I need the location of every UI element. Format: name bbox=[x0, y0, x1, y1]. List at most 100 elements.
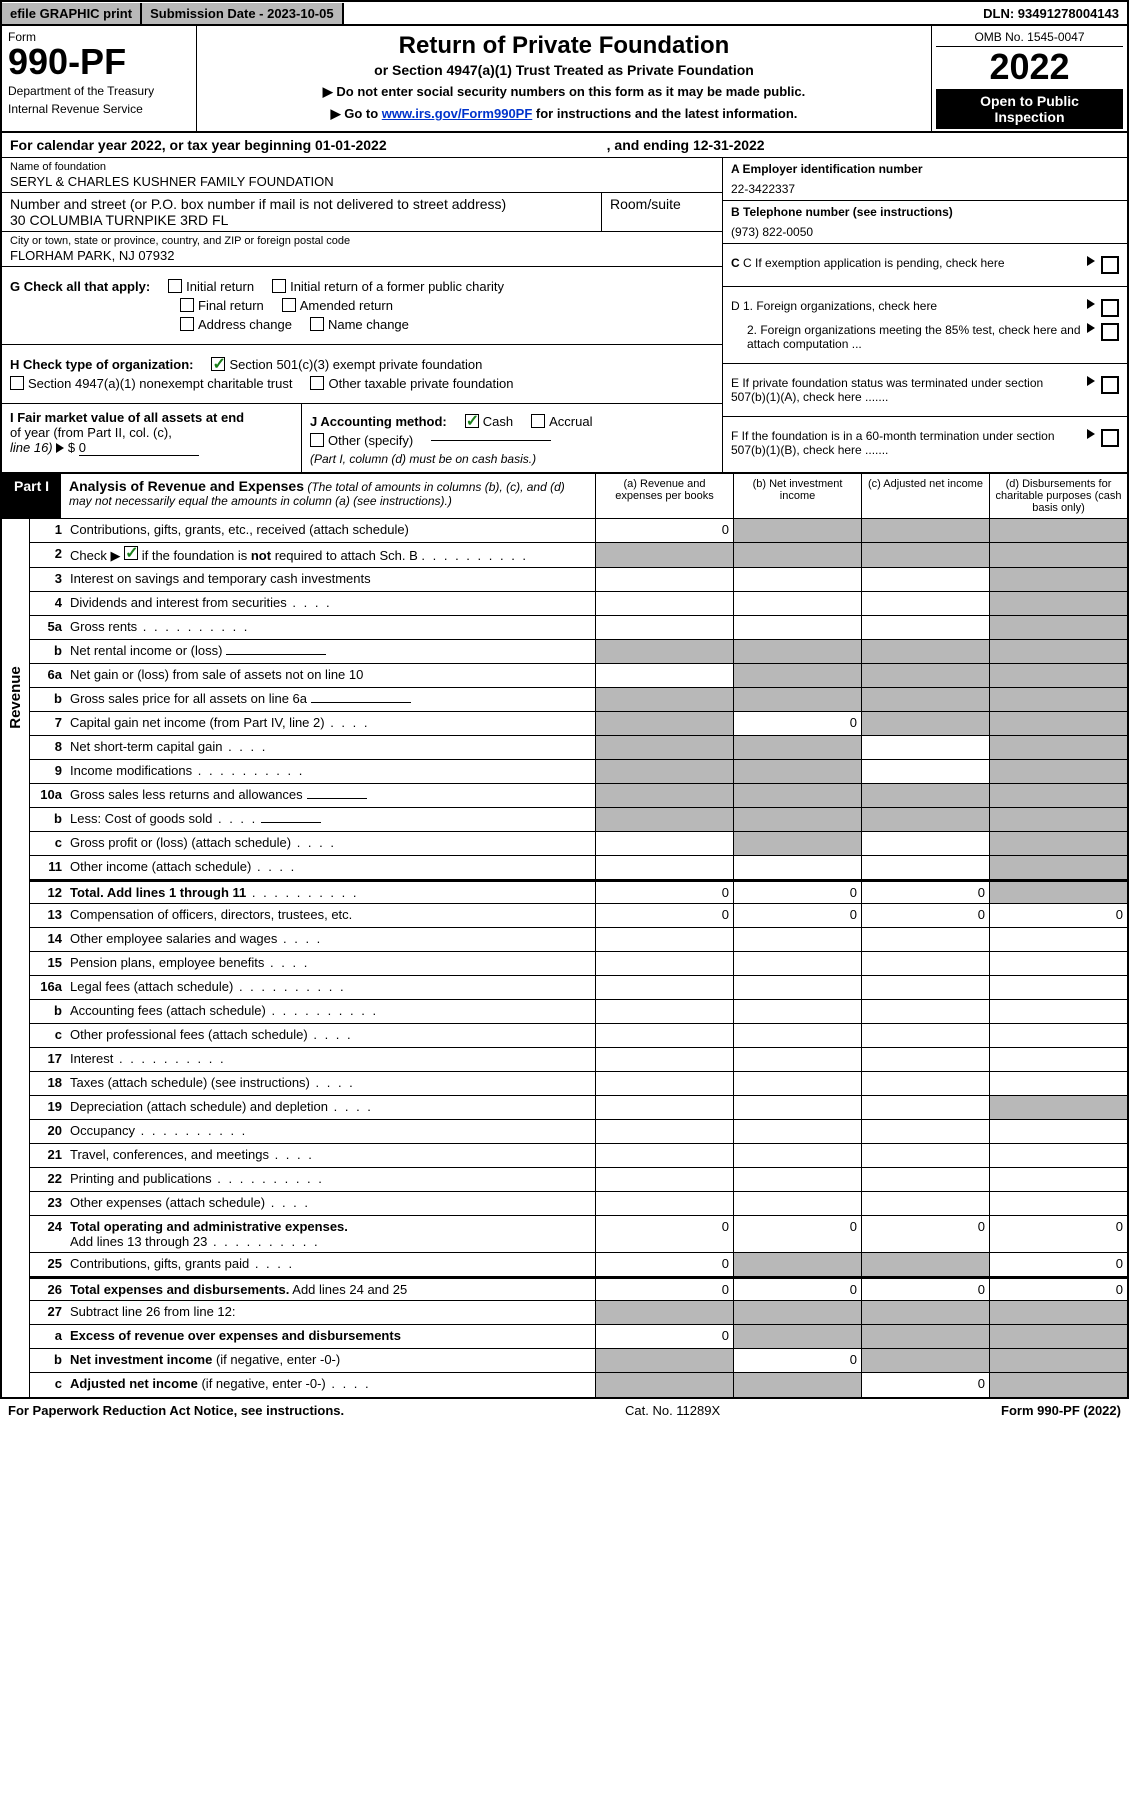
cb-initial-former[interactable]: Initial return of a former public charit… bbox=[272, 279, 504, 294]
part1-label: Part I bbox=[2, 474, 61, 518]
r13-a: 0 bbox=[595, 904, 733, 927]
row-8: 8Net short-term capital gain bbox=[30, 736, 1127, 760]
r1-desc: Contributions, gifts, grants, etc., rece… bbox=[66, 519, 595, 542]
arrow-icon bbox=[1087, 376, 1095, 386]
entity-left: Name of foundation SERYL & CHARLES KUSHN… bbox=[2, 158, 722, 472]
opex-label: Operating and Administrative Expenses bbox=[0, 1005, 2, 1289]
irs-link[interactable]: www.irs.gov/Form990PF bbox=[382, 106, 533, 121]
cb-cash[interactable]: Cash bbox=[465, 414, 513, 429]
r10b-desc: Less: Cost of goods sold bbox=[66, 808, 595, 831]
r5b-desc: Net rental income or (loss) bbox=[66, 640, 595, 663]
cb-amended-return[interactable]: Amended return bbox=[282, 298, 393, 313]
row-1: 1Contributions, gifts, grants, etc., rec… bbox=[30, 519, 1127, 543]
open-line1: Open to Public bbox=[938, 93, 1121, 109]
row-21: 21Travel, conferences, and meetings bbox=[30, 1144, 1127, 1168]
form-instr-2: ▶ Go to www.irs.gov/Form990PF for instru… bbox=[205, 106, 923, 122]
r27b-b: 0 bbox=[733, 1349, 861, 1372]
cb-foreign-85[interactable] bbox=[1101, 323, 1119, 341]
row-16a: 16aLegal fees (attach schedule) bbox=[30, 976, 1127, 1000]
r13-d: 0 bbox=[989, 904, 1127, 927]
revenue-label: Revenue bbox=[7, 666, 24, 729]
instr2-pre: ▶ Go to bbox=[331, 106, 382, 121]
cb-other-method[interactable]: Other (specify) bbox=[310, 433, 413, 448]
c-row: C C If exemption application is pending,… bbox=[731, 256, 1119, 274]
row-27a: aExcess of revenue over expenses and dis… bbox=[30, 1325, 1127, 1349]
j-note: (Part I, column (d) must be on cash basi… bbox=[310, 452, 714, 466]
part1-header: Part I Analysis of Revenue and Expenses … bbox=[0, 474, 1129, 519]
cb-60-month[interactable] bbox=[1101, 429, 1119, 447]
row-6b: bGross sales price for all assets on lin… bbox=[30, 688, 1127, 712]
other-specify-field[interactable] bbox=[431, 440, 551, 441]
e-label: E If private foundation status was termi… bbox=[731, 376, 1081, 404]
row-6a: 6aNet gain or (loss) from sale of assets… bbox=[30, 664, 1127, 688]
r24-d: 0 bbox=[989, 1216, 1127, 1252]
r23-desc: Other expenses (attach schedule) bbox=[66, 1192, 595, 1215]
cb-sch-b[interactable] bbox=[124, 546, 138, 560]
r25-desc: Contributions, gifts, grants paid bbox=[66, 1253, 595, 1276]
g1-label: Initial return bbox=[186, 279, 254, 294]
r27c-desc: Adjusted net income (if negative, enter … bbox=[66, 1373, 595, 1397]
r6a-desc: Net gain or (loss) from sale of assets n… bbox=[66, 664, 595, 687]
cb-initial-return[interactable]: Initial return bbox=[168, 279, 254, 294]
row-5b: bNet rental income or (loss) bbox=[30, 640, 1127, 664]
cb-status-terminated[interactable] bbox=[1101, 376, 1119, 394]
efile-label: efile GRAPHIC print bbox=[2, 3, 142, 24]
j1-label: Cash bbox=[483, 414, 513, 429]
r27c-c: 0 bbox=[861, 1373, 989, 1397]
r1-a: 0 bbox=[595, 519, 733, 542]
part1-desc: Analysis of Revenue and Expenses (The to… bbox=[61, 474, 595, 518]
row-5a: 5aGross rents bbox=[30, 616, 1127, 640]
r26-desc: Total expenses and disbursements. Add li… bbox=[66, 1279, 595, 1300]
cb-exemption-pending[interactable] bbox=[1101, 256, 1119, 274]
row-10a: 10aGross sales less returns and allowanc… bbox=[30, 784, 1127, 808]
right-checks: C C If exemption application is pending,… bbox=[723, 244, 1127, 287]
r26-c: 0 bbox=[861, 1279, 989, 1300]
row-27: 27Subtract line 26 from line 12: bbox=[30, 1301, 1127, 1325]
g4-label: Amended return bbox=[300, 298, 393, 313]
cb-name-change[interactable]: Name change bbox=[310, 317, 409, 332]
e-block: E If private foundation status was termi… bbox=[723, 364, 1127, 417]
form-title-block: Return of Private Foundation or Section … bbox=[197, 26, 932, 131]
r2-desc: Check ▶ if the foundation is not require… bbox=[66, 543, 595, 567]
ij-row: I Fair market value of all assets at end… bbox=[2, 404, 722, 472]
arrow-icon bbox=[1087, 323, 1095, 333]
addr-label: Number and street (or P.O. box number if… bbox=[10, 196, 593, 212]
r12-desc: Total. Add lines 1 through 11 bbox=[66, 882, 595, 903]
cb-4947a1[interactable]: Section 4947(a)(1) nonexempt charitable … bbox=[10, 376, 292, 391]
j-label: J Accounting method: bbox=[310, 414, 447, 429]
column-headers: (a) Revenue and expenses per books (b) N… bbox=[595, 474, 1127, 518]
footer-left: For Paperwork Reduction Act Notice, see … bbox=[8, 1403, 344, 1418]
ein-value: 22-3422337 bbox=[731, 182, 1119, 196]
address-cell: Number and street (or P.O. box number if… bbox=[2, 193, 602, 231]
row-3: 3Interest on savings and temporary cash … bbox=[30, 568, 1127, 592]
g2-label: Initial return of a former public charit… bbox=[290, 279, 504, 294]
r7-b: 0 bbox=[733, 712, 861, 735]
cb-other-taxable[interactable]: Other taxable private foundation bbox=[310, 376, 513, 391]
room-label: Room/suite bbox=[610, 196, 714, 212]
r13-c: 0 bbox=[861, 904, 989, 927]
name-label: Name of foundation bbox=[10, 161, 714, 173]
cb-501c3[interactable]: Section 501(c)(3) exempt private foundat… bbox=[211, 357, 482, 372]
r26-d: 0 bbox=[989, 1279, 1127, 1300]
g3-label: Final return bbox=[198, 298, 264, 313]
entity-right: A Employer identification number 22-3422… bbox=[722, 158, 1127, 472]
form-year-block: OMB No. 1545-0047 2022 Open to Public In… bbox=[932, 26, 1127, 131]
h1-label: Section 501(c)(3) exempt private foundat… bbox=[229, 357, 482, 372]
f-block: F If the foundation is in a 60-month ter… bbox=[723, 417, 1127, 469]
cb-accrual[interactable]: Accrual bbox=[531, 414, 592, 429]
d1-label: D 1. Foreign organizations, check here bbox=[731, 299, 1081, 313]
cb-final-return[interactable]: Final return bbox=[180, 298, 264, 313]
a-label: A Employer identification number bbox=[731, 162, 1119, 176]
r11-desc: Other income (attach schedule) bbox=[66, 856, 595, 879]
row-18: 18Taxes (attach schedule) (see instructi… bbox=[30, 1072, 1127, 1096]
form-id-block: Form 990-PF Department of the Treasury I… bbox=[2, 26, 197, 131]
f-label: F If the foundation is in a 60-month ter… bbox=[731, 429, 1081, 457]
cb-foreign-org[interactable] bbox=[1101, 299, 1119, 317]
cb-address-change[interactable]: Address change bbox=[180, 317, 292, 332]
room-cell: Room/suite bbox=[602, 193, 722, 231]
b-label: B Telephone number (see instructions) bbox=[731, 205, 1119, 219]
tax-year: 2022 bbox=[936, 47, 1123, 87]
i-label3: line 16) bbox=[10, 440, 53, 455]
c-label: C C If exemption application is pending,… bbox=[731, 256, 1081, 270]
table-body: 1Contributions, gifts, grants, etc., rec… bbox=[30, 519, 1127, 1397]
